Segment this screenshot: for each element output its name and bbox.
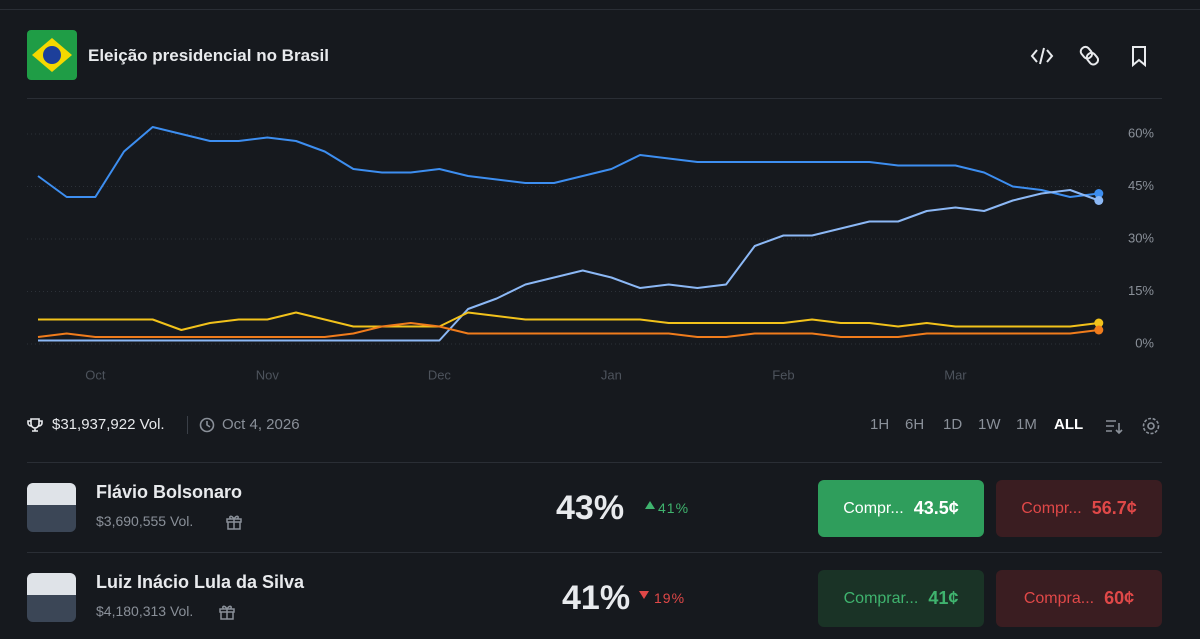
button-label: Comprar... [843, 589, 919, 607]
series-line [38, 189, 1100, 342]
end-dot [1094, 318, 1104, 328]
chart: 0% 15% 30% 45% 60% Oct Nov Dec Jan Feb Mar [27, 125, 1154, 382]
button-price: 41¢ [928, 588, 959, 608]
chart-tools [1106, 417, 1160, 435]
outcome-name: Luiz Inácio Lula da Silva [96, 572, 305, 592]
outcome-name: Flávio Bolsonaro [96, 482, 243, 502]
gift-icon [219, 605, 235, 620]
total-volume: $31,937,922 Vol. [52, 416, 165, 433]
flag [27, 30, 77, 80]
gift-icon [226, 515, 242, 530]
outcome-volume: $4,180,313 Vol. [96, 603, 194, 619]
avatar [27, 573, 76, 622]
avatar [27, 483, 76, 532]
button-price: 60¢ [1104, 588, 1135, 608]
link-icon[interactable] [1079, 45, 1100, 66]
end-date: Oct 4, 2026 [222, 416, 300, 433]
change-arrow [639, 591, 649, 599]
outcome-volume: $3,690,555 Vol. [96, 513, 194, 529]
x-tick-label: Feb [772, 367, 794, 382]
buy-yes-button[interactable]: Comprar... 41¢ [818, 570, 984, 627]
top-border [0, 9, 1200, 10]
bookmark-icon[interactable] [1132, 46, 1146, 68]
change: 19% [654, 590, 686, 606]
end-dot [1094, 189, 1104, 198]
series-line [37, 322, 1099, 338]
change: 41% [658, 500, 690, 516]
probability: 43% [556, 489, 625, 527]
change-arrow [645, 501, 655, 509]
time-range-button[interactable]: ALL [1054, 416, 1084, 433]
x-tick-label: Oct [85, 367, 106, 382]
time-range-button[interactable]: 1W [978, 416, 1001, 433]
y-tick-label: 30% [1128, 230, 1154, 245]
buy-no-button[interactable]: Compra... 60¢ [996, 570, 1162, 627]
button-price: 56.7¢ [1091, 498, 1137, 518]
title: Eleição presidencial no Brasil [88, 46, 329, 65]
y-tick-label: 0% [1135, 335, 1154, 350]
time-range-button[interactable]: 6H [905, 416, 925, 433]
divider [27, 552, 1162, 553]
buy-yes-button[interactable]: Compr... 43.5¢ [818, 480, 984, 537]
button-label: Compra... [1023, 589, 1095, 607]
sort-icon[interactable] [1106, 420, 1123, 435]
trophy-icon [27, 418, 43, 432]
header-icons [1030, 45, 1146, 68]
embed-icon[interactable] [1030, 47, 1054, 65]
buy-no-button[interactable]: Compr... 56.7¢ [996, 480, 1162, 537]
separator [187, 416, 188, 434]
button-label: Compr... [843, 499, 904, 517]
series-line [38, 311, 1099, 331]
settings-icon[interactable] [1142, 417, 1160, 435]
y-tick-label: 15% [1128, 283, 1154, 298]
divider [27, 98, 1162, 99]
divider [27, 462, 1162, 463]
x-tick-label: Dec [428, 367, 452, 382]
probability: 41% [562, 579, 631, 617]
time-range-button[interactable]: 1D [943, 416, 963, 433]
x-tick-label: Jan [601, 367, 622, 382]
end-dot [1094, 325, 1104, 335]
y-tick-label: 60% [1128, 125, 1154, 140]
time-range-button[interactable]: 1M [1016, 416, 1037, 433]
button-label: Compr... [1021, 499, 1082, 517]
x-tick-label: Nov [256, 367, 280, 382]
button-price: 43.5¢ [913, 498, 959, 518]
y-tick-label: 45% [1128, 178, 1154, 193]
end-dot [1094, 196, 1104, 205]
series-line [37, 126, 1099, 198]
x-tick-label: Mar [944, 367, 967, 382]
clock-icon [199, 417, 215, 433]
time-range-button[interactable]: 1H [870, 416, 890, 433]
